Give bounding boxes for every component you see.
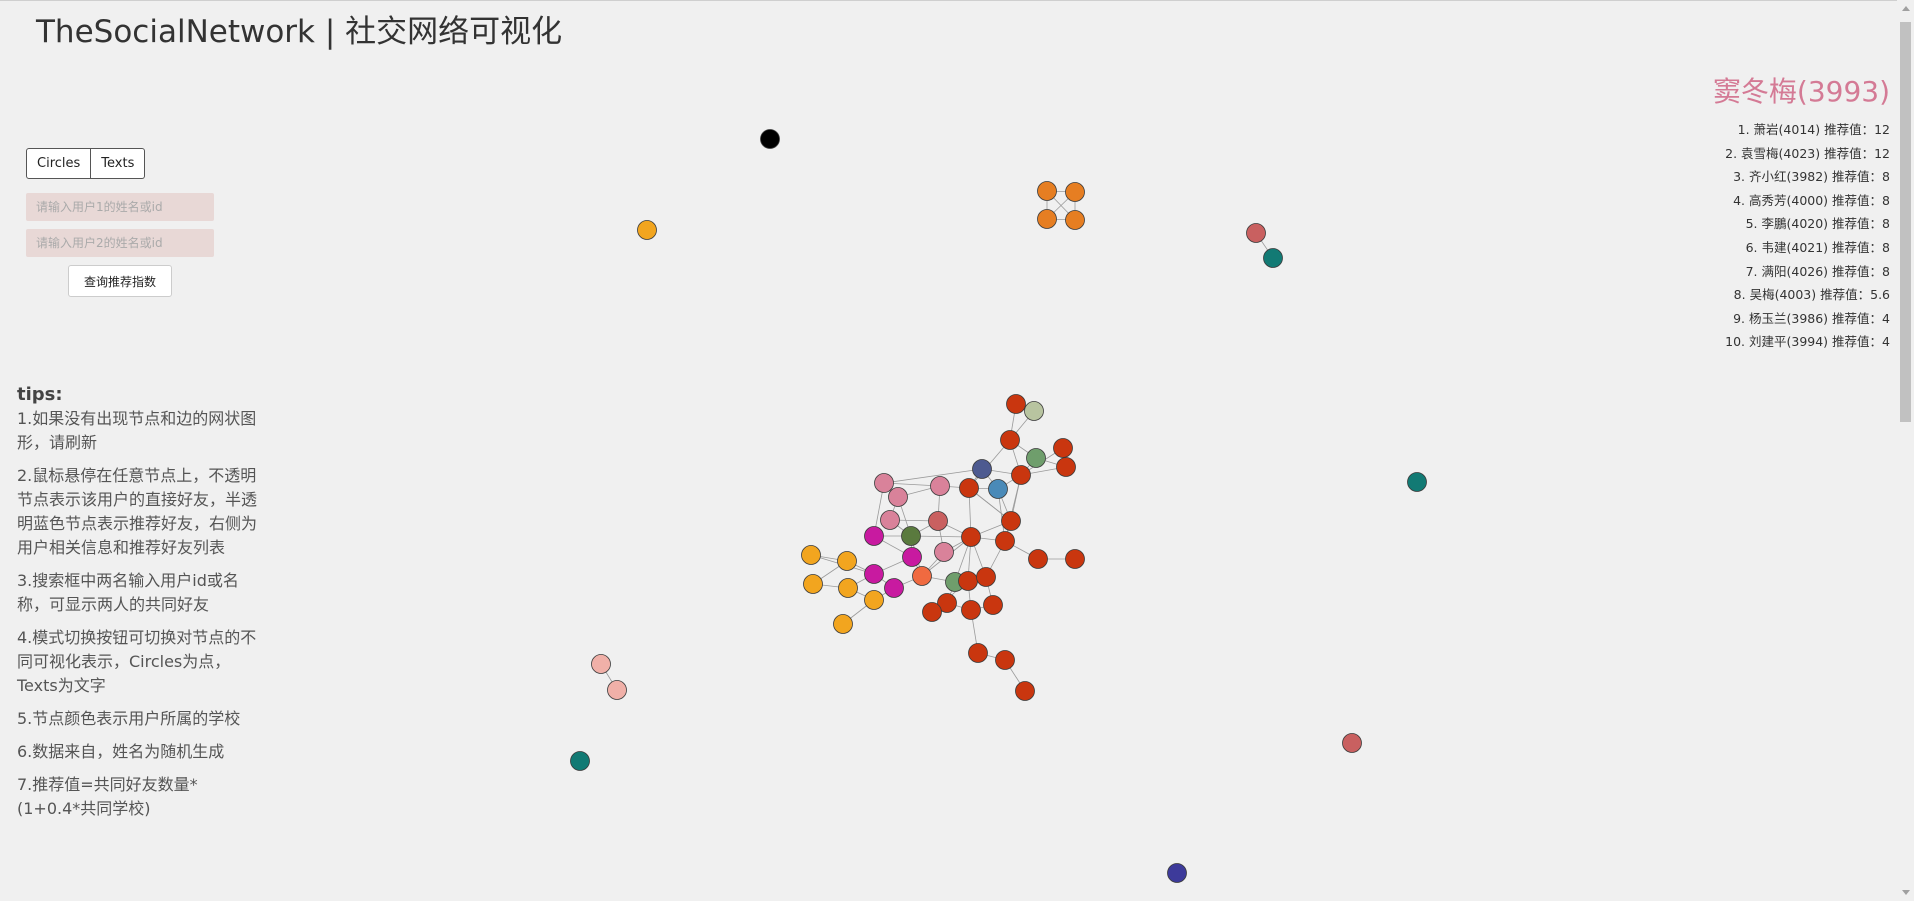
user-node[interactable] [959,478,979,498]
user-node[interactable] [837,551,857,571]
user-node[interactable] [1026,448,1046,468]
user-node[interactable] [591,654,611,674]
user-node[interactable] [1028,549,1048,569]
circles-mode-button[interactable]: Circles [26,148,92,179]
recommendation-item: 2. 袁雪梅(4023) 推荐值：12 [1725,145,1890,161]
recommendation-item: 8. 吴梅(4003) 推荐值：5.6 [1733,287,1890,303]
user-node[interactable] [1037,181,1057,201]
user-node[interactable] [983,595,1003,615]
recommendation-list: 1. 萧岩(4014) 推荐值：12 2. 袁雪梅(4023) 推荐值：12 3… [1713,118,1890,354]
user-node[interactable] [995,650,1015,670]
user-node[interactable] [1011,465,1031,485]
tip-item: 3.搜索框中两名输入用户id或名称，可显示两人的共同好友 [17,571,239,614]
user-node[interactable] [902,547,922,567]
scrollbar-thumb[interactable] [1900,22,1911,422]
user-node[interactable] [934,542,954,562]
vertical-scrollbar[interactable] [1897,0,1914,901]
user-node[interactable] [888,487,908,507]
user-node[interactable] [838,578,858,598]
graph-edge [883,468,983,484]
profile-user-name: 窦冬梅(3993) [1712,75,1890,108]
tips-heading: tips: [17,384,63,405]
user1-search-input[interactable] [26,193,214,221]
user-node[interactable] [1342,733,1362,753]
tip-item: 6.数据来自，姓名为随机生成 [17,742,225,761]
user-node[interactable] [1000,430,1020,450]
user-node[interactable] [1056,457,1076,477]
user-node[interactable] [937,593,957,613]
user-node[interactable] [760,129,780,149]
user-node[interactable] [912,566,932,586]
user-node[interactable] [1407,472,1427,492]
user-node[interactable] [961,600,981,620]
query-recommendation-button[interactable]: 查询推荐指数 [68,265,172,297]
scroll-down-icon[interactable] [1902,890,1910,895]
tip-item: 4.模式切换按钮可切换对节点的不同可视化表示，Circles为点，Texts为文… [17,628,257,695]
user-node[interactable] [1037,209,1057,229]
graph-nodes[interactable] [570,129,1427,883]
user-node[interactable] [880,510,900,530]
recommendation-item: 6. 韦建(4021) 推荐值：8 [1745,239,1890,255]
user-node[interactable] [958,571,978,591]
user-node[interactable] [803,574,823,594]
user-node[interactable] [961,527,981,547]
tip-item: 2.鼠标悬停在任意节点上，不透明节点表示该用户的直接好友，半透明蓝色节点表示推荐… [17,466,258,557]
user2-search-input[interactable] [26,229,214,257]
window-top-border [0,0,1914,1]
user-node[interactable] [1006,394,1026,414]
user-node[interactable] [976,567,996,587]
user-node[interactable] [864,590,884,610]
graph-edge [1004,474,1022,542]
user-node[interactable] [995,531,1015,551]
recommendation-item: 4. 高秀芳(4000) 推荐值：8 [1733,192,1890,208]
recommendation-item: 10. 刘建平(3994) 推荐值：4 [1725,334,1890,350]
user-node[interactable] [1065,182,1085,202]
user-node[interactable] [874,473,894,493]
user-node[interactable] [922,602,942,622]
user-node[interactable] [1053,438,1073,458]
recommendation-item: 3. 齐小红(3982) 推荐值：8 [1733,169,1890,185]
user-node[interactable] [1065,210,1085,230]
user-node[interactable] [570,751,590,771]
user-node[interactable] [1001,511,1021,531]
user-node[interactable] [801,545,821,565]
recommendation-item: 5. 李鵬(4020) 推荐值：8 [1745,216,1890,232]
user-node[interactable] [1246,223,1266,243]
user-node[interactable] [884,578,904,598]
user-node[interactable] [1263,248,1283,268]
texts-mode-button[interactable]: Texts [91,148,146,179]
tip-item: 1.如果没有出现节点和边的网状图形，请刷新 [17,409,257,452]
user-node[interactable] [928,511,948,531]
recommendation-item: 9. 杨玉兰(3986) 推荐值：4 [1733,310,1890,326]
user-node[interactable] [988,479,1008,499]
user-node[interactable] [637,220,657,240]
tip-item: 7.推荐值=共同好友数量*(1+0.4*共同学校) [17,775,198,818]
user-node[interactable] [1024,401,1044,421]
tips-panel: tips: 1.如果没有出现节点和边的网状图形，请刷新 2.鼠标悬停在任意节点上… [17,384,257,830]
user-node[interactable] [607,680,627,700]
recommendation-item: 7. 满阳(4026) 推荐值：8 [1745,263,1890,279]
user-node[interactable] [1065,549,1085,569]
user-node[interactable] [1167,863,1187,883]
user-node[interactable] [864,564,884,584]
user-node[interactable] [972,459,992,479]
tip-item: 5.节点颜色表示用户所属的学校 [17,709,241,728]
mode-switch: Circles Texts [26,148,146,179]
user-node[interactable] [968,643,988,663]
user-node[interactable] [901,526,921,546]
user-node[interactable] [864,526,884,546]
recommendation-item: 1. 萧岩(4014) 推荐值：12 [1737,122,1890,137]
scroll-up-icon[interactable] [1902,6,1910,11]
user-node[interactable] [930,476,950,496]
user-profile-panel: 窦冬梅(3993) 1. 萧岩(4014) 推荐值：12 2. 袁雪梅(4023… [1713,70,1890,354]
user-node[interactable] [1015,681,1035,701]
page-title: TheSocialNetwork | 社交网络可视化 [36,14,563,50]
user-node[interactable] [833,614,853,634]
